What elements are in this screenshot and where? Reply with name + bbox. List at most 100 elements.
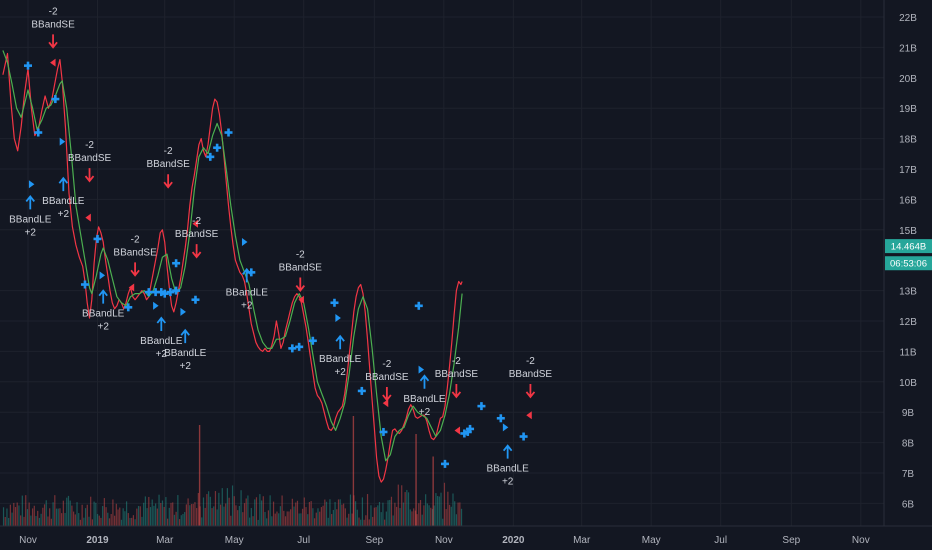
- x-tick-label: Jul: [714, 535, 727, 546]
- arrow-down-icon: [295, 277, 305, 293]
- cross-marker: [519, 432, 528, 441]
- signal-name: BBandLE: [82, 309, 125, 320]
- short-signal[interactable]: -2 BBandSE: [113, 234, 157, 277]
- y-tick-label: 21B: [899, 43, 917, 54]
- long-signal[interactable]: BBandLE +2: [140, 316, 183, 360]
- volume-bar: [90, 496, 92, 526]
- volume-bar: [454, 501, 456, 526]
- volume-bar: [158, 494, 160, 526]
- volume-bar: [107, 512, 109, 526]
- volume-bar: [189, 505, 191, 526]
- volume-bar: [43, 504, 46, 526]
- volume-bar: [213, 506, 215, 526]
- volume-bar: [341, 504, 343, 526]
- volume-bar: [421, 514, 423, 526]
- volume-bar: [346, 517, 348, 526]
- volume-bar: [283, 510, 285, 526]
- volume-bar: [8, 517, 10, 526]
- volume-bar: [30, 515, 32, 526]
- volume-bar: [240, 490, 242, 526]
- long-signal[interactable]: BBandLE +2: [403, 374, 446, 418]
- long-signal[interactable]: BBandLE +2: [42, 176, 85, 220]
- triangle-right-marker: [335, 313, 341, 322]
- arrow-down-icon: [130, 262, 140, 277]
- long-signal[interactable]: BBandLE +2: [164, 328, 207, 372]
- triangle-left-marker: [85, 213, 91, 222]
- signal-qty: +2: [419, 407, 431, 418]
- volume-bar: [108, 518, 111, 526]
- volume-bar: [308, 501, 311, 526]
- long-signal[interactable]: BBandLE +2: [487, 444, 530, 488]
- cross-marker: [440, 459, 449, 468]
- cross-marker: [224, 128, 233, 137]
- short-signal[interactable]: -2 BBandSE: [435, 356, 479, 399]
- signal-name: BBandSE: [68, 153, 112, 164]
- volume-bar: [336, 509, 338, 526]
- arrow-down-icon: [191, 244, 202, 259]
- y-tick-label: 17B: [899, 165, 917, 176]
- short-signal[interactable]: -2 BBandSE: [146, 146, 190, 189]
- short-signal[interactable]: -2 BBandSE: [175, 216, 219, 259]
- volume-bar: [209, 496, 211, 526]
- signal-name: BBandLE: [140, 336, 183, 347]
- x-tick-label: Jul: [297, 535, 310, 546]
- volume-bar: [418, 503, 420, 526]
- volume-bar: [187, 498, 189, 526]
- signal-name: BBandSE: [175, 229, 219, 240]
- volume-bar: [23, 516, 25, 526]
- volume-bar: [219, 504, 222, 526]
- x-tick-label: Mar: [573, 535, 591, 546]
- volume-bar: [62, 500, 64, 526]
- volume-bar: [40, 513, 42, 526]
- cross-marker: [80, 280, 89, 289]
- short-signal[interactable]: -2 BBandSE: [365, 359, 409, 402]
- cross-marker: [288, 344, 297, 353]
- volume-bar: [334, 502, 336, 526]
- volume-bar: [252, 516, 254, 526]
- signal-name: BBandSE: [279, 263, 323, 274]
- long-signal[interactable]: BBandLE +2: [226, 267, 269, 311]
- volume-bar: [160, 503, 162, 526]
- volume-bar: [385, 511, 387, 526]
- volume-bar: [243, 503, 246, 526]
- volume-bar: [247, 495, 249, 526]
- volume-bar: [365, 515, 367, 526]
- time-axis-background[interactable]: [0, 526, 884, 550]
- volume-bar: [117, 509, 119, 526]
- short-signal[interactable]: -2 BBandSE: [509, 356, 553, 399]
- arrow-up-icon: [419, 374, 430, 389]
- volume-bar: [57, 508, 59, 526]
- short-signal[interactable]: -2 BBandSE: [31, 6, 75, 49]
- arrow-down-icon: [525, 383, 536, 399]
- price-axis-labels: 14.464B 06:53:06: [885, 239, 932, 271]
- volume-bar: [83, 517, 85, 526]
- volume-bar: [322, 505, 324, 526]
- grid-lines: [0, 0, 884, 526]
- red-series-line: [2, 52, 463, 483]
- volume-bar: [198, 425, 201, 526]
- x-tick-label: Nov: [435, 535, 453, 546]
- signal-qty: -2: [164, 146, 173, 157]
- volume-bar: [324, 499, 326, 526]
- cross-marker: [330, 298, 339, 307]
- long-signal[interactable]: BBandLE +2: [82, 289, 125, 333]
- short-signal[interactable]: -2 BBandSE: [279, 250, 323, 293]
- triangle-right-marker: [418, 365, 425, 374]
- volume-bar: [302, 508, 304, 526]
- volume-bar: [67, 495, 70, 526]
- volume-bar: [141, 516, 143, 526]
- long-signal[interactable]: BBandLE +2: [9, 194, 52, 238]
- triangle-left-marker: [128, 283, 135, 292]
- arrow-down-icon: [163, 174, 173, 189]
- short-signal[interactable]: -2 BBandSE: [68, 140, 112, 183]
- arrow-up-icon: [242, 267, 252, 283]
- triangle-right-marker: [153, 301, 159, 310]
- volume-bar: [166, 518, 169, 526]
- volume-bar: [262, 496, 264, 526]
- volume-bar: [257, 519, 259, 526]
- volume-bar: [329, 499, 331, 526]
- price-axis-background[interactable]: [884, 0, 932, 550]
- long-signal[interactable]: BBandLE +2: [319, 334, 362, 378]
- volume-bar: [428, 505, 430, 526]
